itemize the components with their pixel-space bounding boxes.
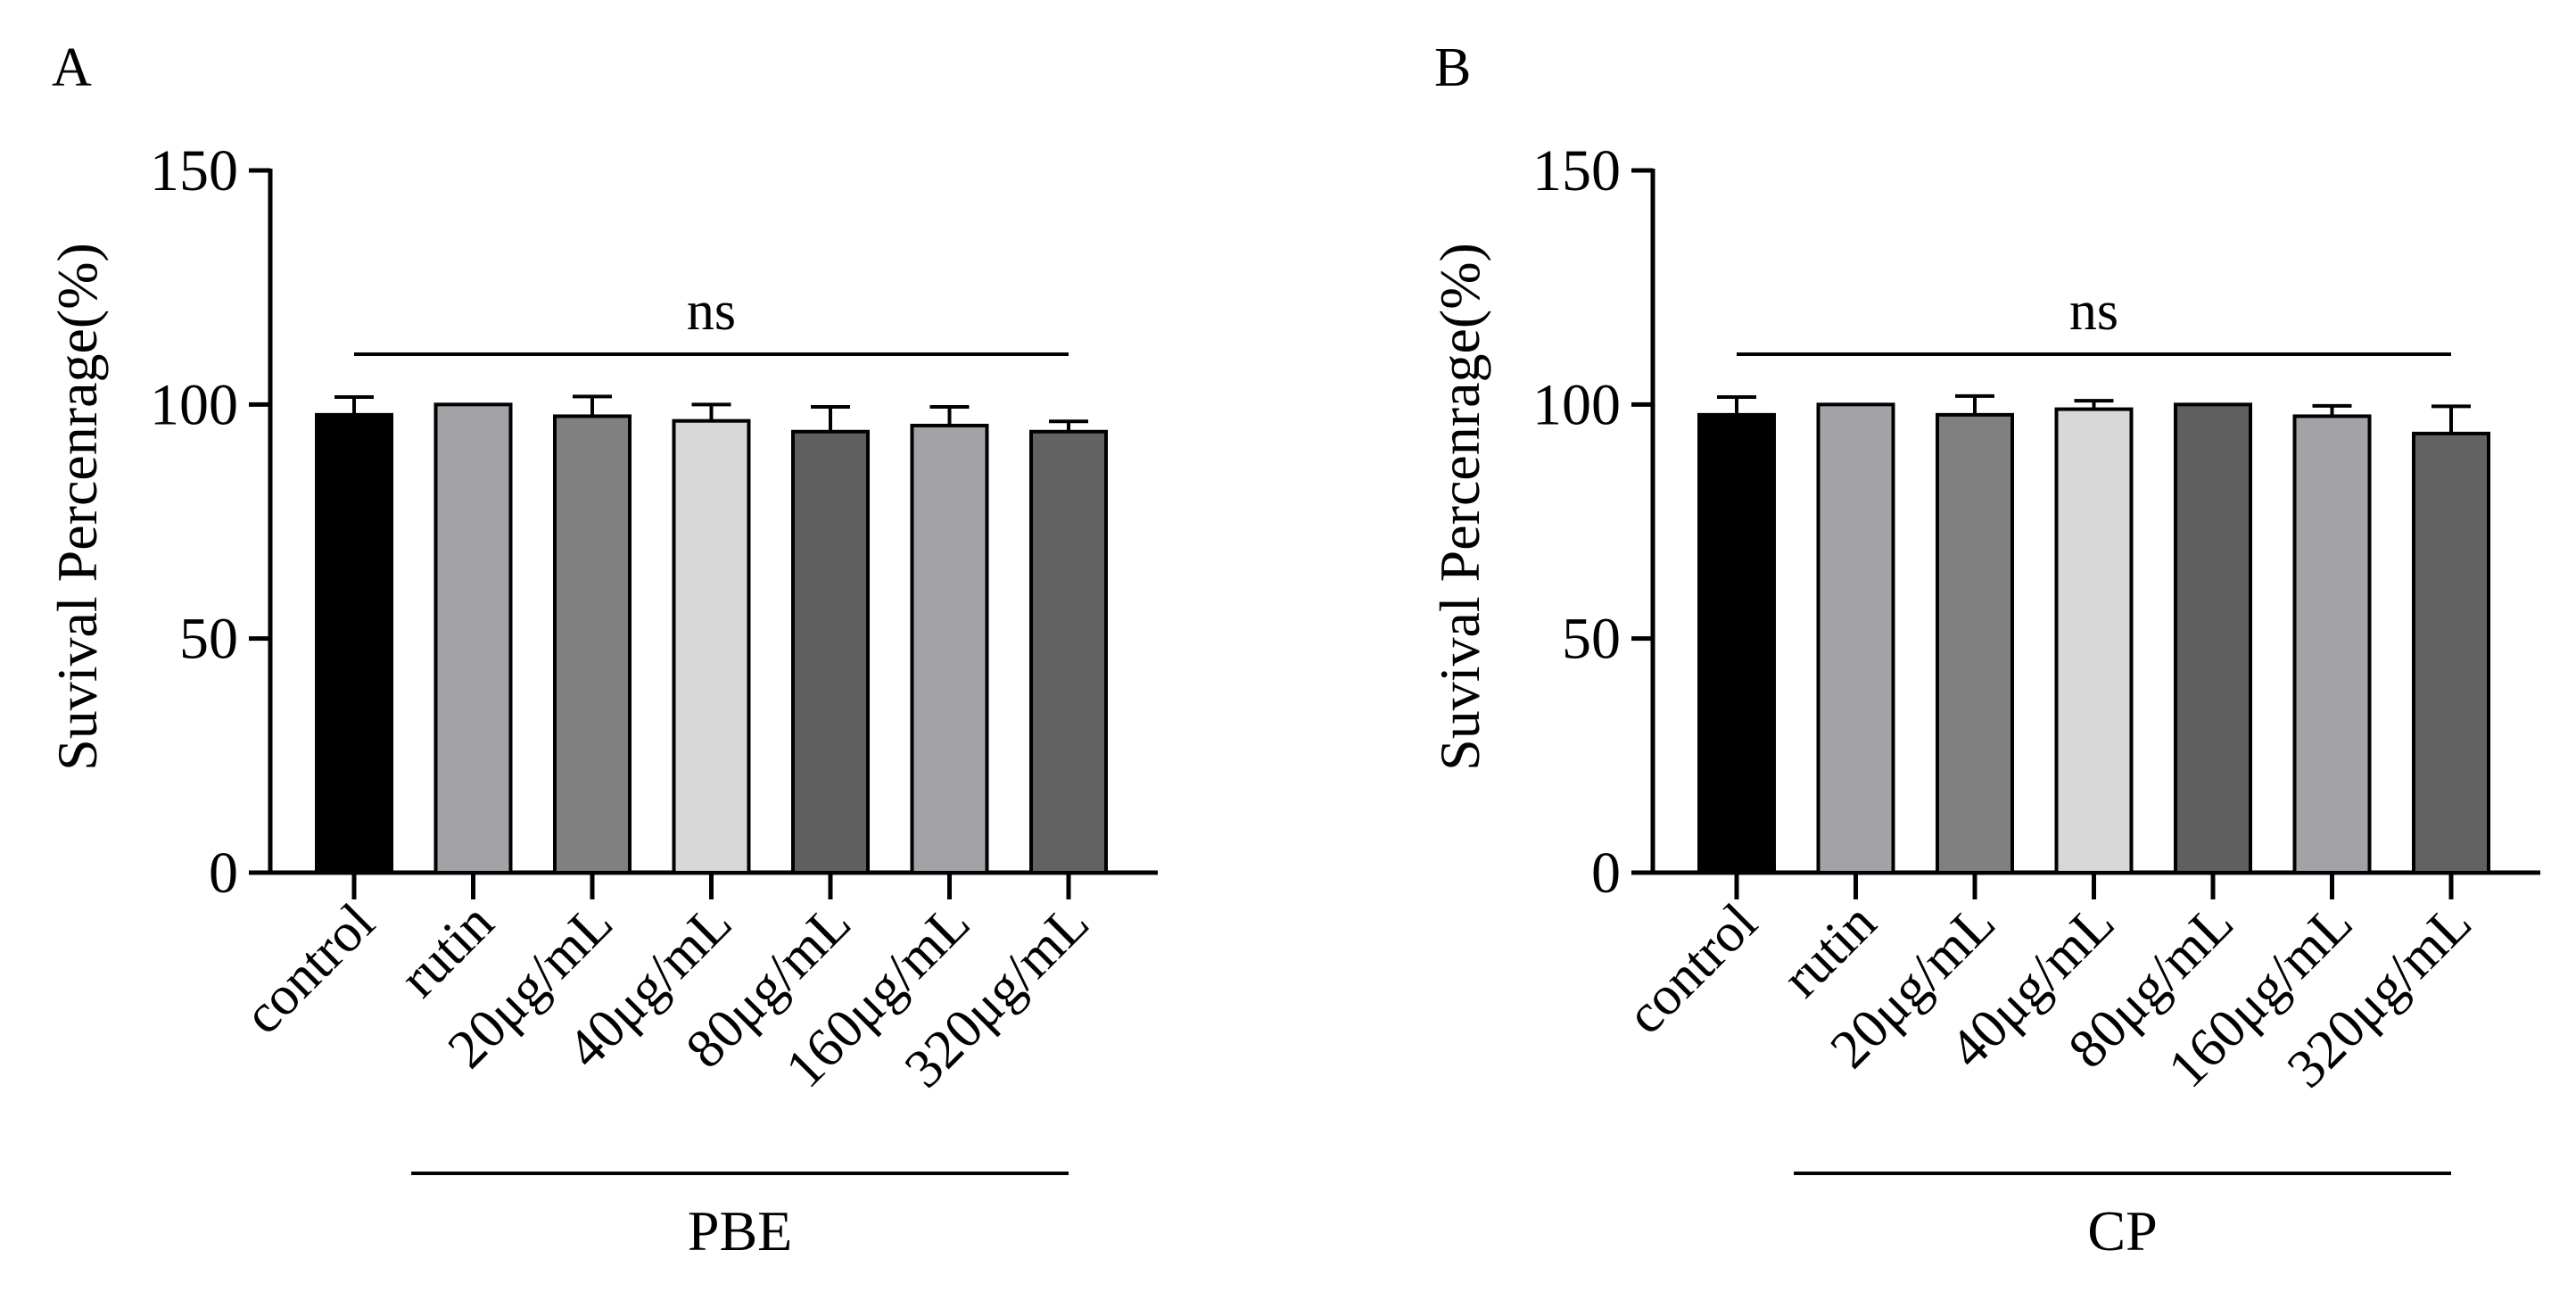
panel-label-b: B (1434, 37, 1471, 98)
panel-label-a: A (52, 37, 92, 98)
bar-b (2292, 414, 2372, 874)
significance-label-b: ns (2069, 281, 2118, 342)
y-axis-label-a: Suvival Percenrage(%) (45, 243, 109, 771)
group-a: PBE (411, 1172, 1069, 1263)
group-label-a: PBE (688, 1199, 792, 1263)
significance-b: ns (1737, 281, 2451, 356)
panel-a: A Suvival Percenrage(%) 0 50 100 150 contro… (45, 37, 1158, 1263)
y-tick-label-a: 50 (179, 607, 238, 672)
x-tick-label-b: control (1615, 892, 1769, 1046)
y-axis-b: 0 50 100 150 (1532, 138, 1655, 906)
significance-a: ns (354, 281, 1069, 356)
bars-b (1650, 393, 2540, 899)
y-tick-label-a: 0 (209, 841, 238, 906)
y-tick-label-b: 150 (1532, 138, 1621, 203)
x-tick-labels-a: control rutin20μg/mL40μg/mL80μg/mL160μg/m… (233, 892, 1101, 1099)
y-tick-label-b: 50 (1562, 607, 1621, 672)
bar-a (672, 418, 751, 874)
y-axis-a: 0 50 100 150 (150, 138, 273, 906)
bar-b (2174, 402, 2252, 875)
x-tick-labels-b: control rutin20μg/mL40μg/mL80μg/mL160μg/m… (1615, 892, 2483, 1099)
significance-label-a: ns (687, 281, 736, 342)
y-tick-label-a: 100 (150, 372, 238, 437)
bar-a (433, 402, 513, 875)
bar-b (1697, 412, 1776, 875)
y-axis-label-b: Suvival Percenrage(%) (1428, 243, 1491, 771)
bar-a (1029, 429, 1108, 874)
y-tick-label-b: 100 (1532, 372, 1621, 437)
y-tick-label-b: 0 (1591, 841, 1621, 906)
bar-a (791, 429, 870, 874)
bar-b (1816, 402, 1895, 875)
group-b: CP (1794, 1172, 2451, 1263)
group-label-b: CP (2087, 1199, 2157, 1263)
bars-a (268, 394, 1158, 899)
bar-b (2412, 431, 2490, 874)
bar-b (1936, 412, 2014, 875)
bar-a (315, 412, 393, 875)
x-tick-label-a: control (233, 892, 386, 1046)
bar-a (553, 414, 632, 874)
bar-a (910, 423, 989, 874)
y-tick-label-a: 150 (150, 138, 238, 203)
panel-b: B Suvival Percenrage(%) 0 50 100 150 contro… (1428, 37, 2540, 1263)
bar-b (2054, 407, 2134, 874)
